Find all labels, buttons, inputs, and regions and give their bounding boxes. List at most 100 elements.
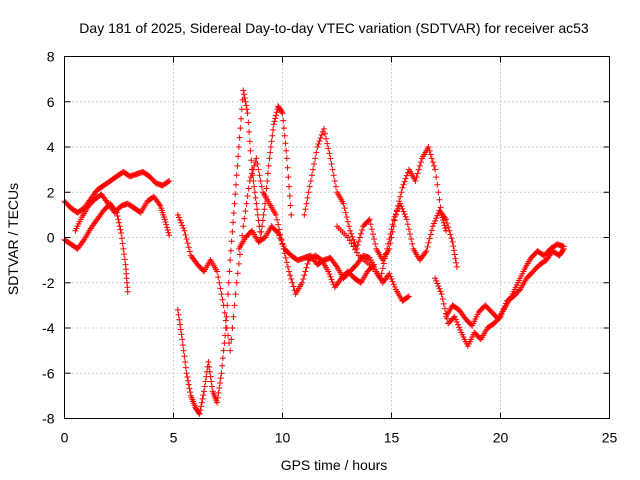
y-tick-label: -8 <box>42 411 55 427</box>
y-tick-label: 6 <box>47 94 55 110</box>
data-point <box>456 324 463 331</box>
data-point <box>352 246 359 253</box>
data-point <box>284 164 291 171</box>
data-point <box>226 340 233 347</box>
data-point <box>415 166 422 173</box>
data-point <box>387 273 394 280</box>
data-point <box>313 149 320 156</box>
data-point <box>116 219 122 226</box>
data-point <box>367 221 374 228</box>
y-tick-label: -6 <box>42 365 55 381</box>
data-point <box>327 273 334 280</box>
data-point <box>174 211 181 218</box>
data-point <box>279 110 286 117</box>
data-point <box>267 144 274 150</box>
data-point <box>221 309 228 316</box>
data-point <box>165 229 172 236</box>
data-point <box>348 230 355 237</box>
data-point <box>283 259 290 266</box>
data-point <box>329 278 336 285</box>
data-point <box>256 172 263 179</box>
data-point <box>230 313 237 320</box>
data-point <box>282 254 289 261</box>
data-point <box>318 131 325 138</box>
data-point <box>433 215 440 222</box>
data-point <box>118 229 125 236</box>
data-point <box>244 110 251 117</box>
data-point <box>186 385 193 392</box>
data-point <box>218 291 225 298</box>
data-point <box>174 306 181 313</box>
data-point <box>228 336 235 343</box>
data-point <box>423 248 430 255</box>
data-point <box>446 227 453 234</box>
data-point <box>201 383 208 390</box>
data-point <box>233 279 240 286</box>
data-point <box>434 280 441 287</box>
data-point <box>261 206 268 213</box>
data-point <box>392 211 399 218</box>
data-point <box>286 193 293 200</box>
data-point <box>235 153 242 160</box>
data-point <box>385 240 392 247</box>
data-point <box>355 238 362 245</box>
data-point <box>229 325 236 331</box>
data-point <box>254 211 261 218</box>
data-point <box>346 237 353 244</box>
series-track-e <box>174 155 378 354</box>
data-point <box>516 287 523 294</box>
data-point <box>215 389 222 396</box>
data-point <box>454 321 461 328</box>
data-point <box>259 223 266 230</box>
data-point <box>433 174 440 181</box>
data-point <box>279 240 286 247</box>
data-point <box>119 240 126 247</box>
data-point <box>286 183 293 190</box>
data-point <box>200 392 207 399</box>
ticks <box>64 56 610 419</box>
data-point <box>329 166 336 173</box>
data-point <box>237 125 244 132</box>
data-point <box>117 226 124 233</box>
data-point <box>178 219 185 226</box>
data-point <box>229 228 236 235</box>
data-point <box>184 240 191 247</box>
data-point <box>327 155 334 162</box>
data-point <box>257 177 264 184</box>
data-point <box>251 162 258 169</box>
data-point <box>347 227 354 234</box>
data-point <box>409 240 416 247</box>
data-point <box>166 177 173 184</box>
data-point <box>350 243 357 250</box>
data-point <box>304 194 311 201</box>
data-point <box>285 174 292 181</box>
data-point <box>199 395 206 402</box>
data-point <box>227 347 234 354</box>
y-tick-label: -2 <box>42 275 55 291</box>
data-point <box>278 108 285 115</box>
data-point <box>402 175 409 182</box>
data-point <box>232 191 239 198</box>
data-point <box>405 226 412 233</box>
data-point <box>230 219 237 226</box>
data-point <box>402 213 409 220</box>
data-point <box>450 247 457 254</box>
data-point <box>287 272 294 279</box>
data-point <box>185 244 192 251</box>
data-point <box>225 332 231 339</box>
data-point <box>216 279 223 286</box>
data-point <box>417 159 424 166</box>
data-point <box>247 147 254 154</box>
data-point <box>404 221 411 228</box>
data-point <box>389 221 396 228</box>
data-point <box>177 326 184 333</box>
data-point <box>179 222 186 229</box>
y-tick-label: 0 <box>47 230 55 246</box>
data-point <box>206 368 213 375</box>
data-point <box>399 184 406 191</box>
series-track-a <box>61 168 173 216</box>
data-point <box>453 318 460 325</box>
data-point <box>227 247 234 254</box>
data-point <box>381 255 388 262</box>
